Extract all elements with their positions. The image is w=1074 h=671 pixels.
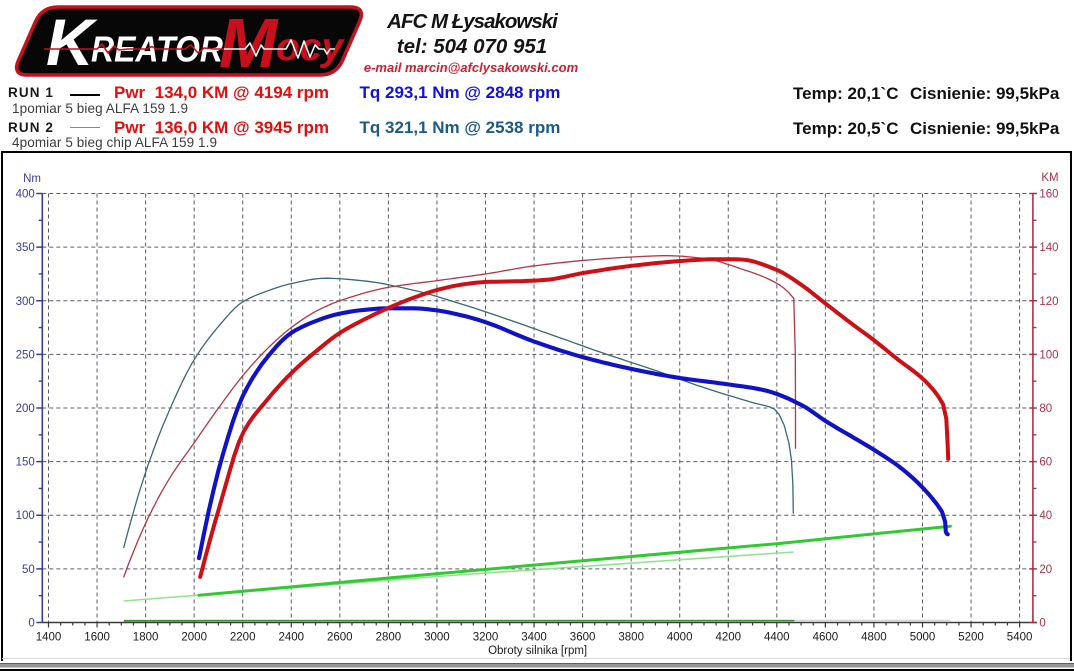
svg-text:2600: 2600 xyxy=(327,632,353,644)
svg-text:60: 60 xyxy=(1039,457,1052,469)
svg-text:150: 150 xyxy=(16,457,35,469)
svg-text:5000: 5000 xyxy=(910,632,936,644)
svg-text:0: 0 xyxy=(28,618,34,630)
svg-text:4800: 4800 xyxy=(861,632,887,644)
svg-text:3000: 3000 xyxy=(424,632,450,644)
svg-text:5400: 5400 xyxy=(1007,632,1033,644)
svg-text:350: 350 xyxy=(16,242,35,254)
svg-text:K: K xyxy=(46,5,98,79)
svg-text:2000: 2000 xyxy=(181,632,207,644)
svg-text:4400: 4400 xyxy=(764,632,790,644)
svg-text:100: 100 xyxy=(16,510,35,522)
svg-text:1400: 1400 xyxy=(36,632,62,644)
svg-text:300: 300 xyxy=(16,296,35,308)
svg-text:200: 200 xyxy=(16,403,35,415)
svg-text:140: 140 xyxy=(1039,242,1058,254)
svg-text:4200: 4200 xyxy=(716,632,742,644)
svg-text:50: 50 xyxy=(22,564,35,576)
svg-text:3800: 3800 xyxy=(618,632,644,644)
svg-text:4000: 4000 xyxy=(667,632,693,644)
svg-text:2400: 2400 xyxy=(279,632,305,644)
svg-text:80: 80 xyxy=(1039,403,1052,415)
svg-text:2200: 2200 xyxy=(230,632,256,644)
svg-text:3400: 3400 xyxy=(521,632,547,644)
svg-text:Obroty silnika [rpm]: Obroty silnika [rpm] xyxy=(488,645,587,657)
svg-text:0: 0 xyxy=(1039,618,1045,630)
svg-text:40: 40 xyxy=(1039,510,1052,522)
svg-text:KM: KM xyxy=(1041,172,1058,184)
svg-text:1600: 1600 xyxy=(84,632,110,644)
svg-text:3600: 3600 xyxy=(570,632,596,644)
svg-text:2800: 2800 xyxy=(376,632,402,644)
svg-text:1800: 1800 xyxy=(133,632,159,644)
svg-text:100: 100 xyxy=(1039,349,1058,361)
svg-text:250: 250 xyxy=(16,349,35,361)
svg-text:160: 160 xyxy=(1039,189,1058,201)
svg-text:20: 20 xyxy=(1039,564,1052,576)
svg-text:3200: 3200 xyxy=(473,632,499,644)
svg-text:120: 120 xyxy=(1039,296,1058,308)
svg-text:Nm: Nm xyxy=(23,173,41,185)
svg-text:4600: 4600 xyxy=(813,632,839,644)
svg-text:400: 400 xyxy=(16,189,35,201)
svg-text:5200: 5200 xyxy=(958,632,984,644)
